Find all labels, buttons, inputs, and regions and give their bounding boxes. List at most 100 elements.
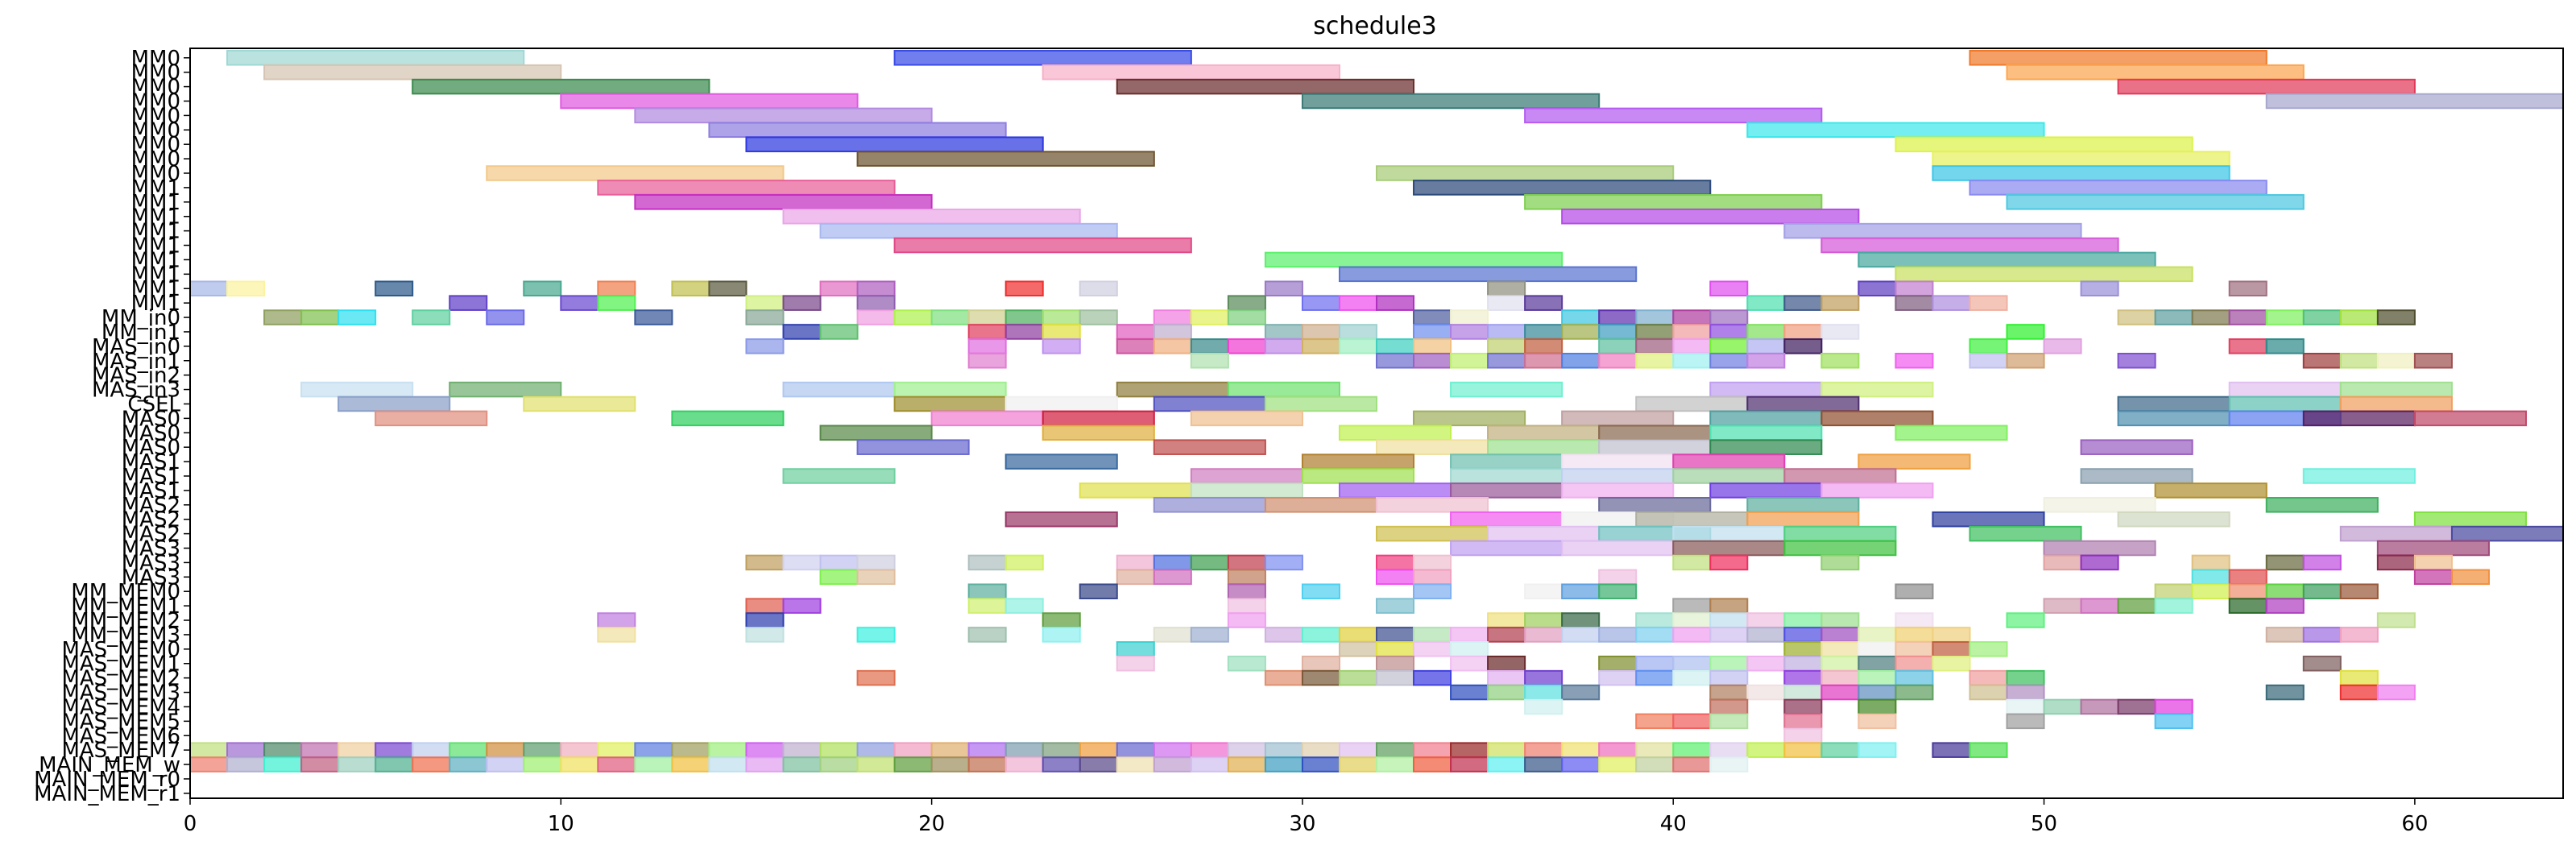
task-bar <box>967 583 1007 599</box>
task-bar <box>1376 439 1489 455</box>
y-tick-label: MAS2 <box>122 508 180 532</box>
task-bar <box>1301 669 1340 686</box>
y-tick-label: MM_in0 <box>101 306 180 330</box>
task-bar <box>1857 251 2156 268</box>
task-bar <box>2080 468 2193 484</box>
task-bar <box>1264 742 1303 758</box>
y-tick-label: MAS_MEM2 <box>61 667 180 691</box>
task-bar <box>1709 554 1749 571</box>
task-bar <box>1264 669 1303 686</box>
task-bar <box>1857 669 1897 686</box>
task-bar <box>1746 511 1860 528</box>
task-bar <box>1598 742 1638 758</box>
y-tick-label: MAS3 <box>122 537 180 561</box>
y-tick-label: MAS_MEM3 <box>61 681 180 706</box>
task-bar <box>1042 309 1081 325</box>
task-bar <box>1004 598 1044 614</box>
task-bar <box>1820 684 1860 701</box>
task-bar <box>1820 237 2119 254</box>
task-bar <box>1376 497 1489 513</box>
task-bar <box>1004 453 1118 470</box>
task-bar <box>1227 655 1266 672</box>
task-bar <box>1783 525 1897 542</box>
task-bar <box>1932 627 1971 643</box>
task-bar <box>1042 324 1081 340</box>
task-bar <box>1042 64 1340 81</box>
task-bar <box>1895 583 1934 599</box>
y-tick-label: MM_MEM3 <box>71 623 180 648</box>
task-bar <box>1413 669 1452 686</box>
task-bar <box>1746 684 1786 701</box>
task-bar <box>1561 756 1601 772</box>
task-bar <box>263 64 562 81</box>
task-bar <box>1524 698 1563 715</box>
task-bar <box>1746 324 1786 340</box>
task-bar <box>486 742 525 758</box>
task-bar <box>967 324 1007 340</box>
task-bar <box>2117 410 2230 427</box>
task-bar <box>2376 309 2416 325</box>
task-bar <box>1672 338 1712 354</box>
task-bar <box>1338 338 1377 354</box>
task-bar <box>300 756 340 772</box>
task-bar <box>1561 482 1675 499</box>
y-tick-label: MM_in1 <box>101 321 180 345</box>
task-bar <box>560 93 859 110</box>
task-bar <box>1598 352 1638 369</box>
task-bar <box>1932 641 1971 657</box>
task-bar <box>1820 554 1860 571</box>
task-bar <box>708 742 748 758</box>
task-bar <box>1042 338 1081 354</box>
task-bar <box>1079 742 1118 758</box>
task-bar <box>634 756 673 772</box>
y-tick-label: MM1 <box>131 176 180 201</box>
task-bar <box>1190 309 1229 325</box>
task-bar <box>2080 554 2119 571</box>
task-bar <box>2302 655 2342 672</box>
task-bar <box>1487 627 1526 643</box>
task-bar <box>1709 410 1823 427</box>
task-bar <box>1004 756 1044 772</box>
task-bar <box>1709 684 1749 701</box>
task-bar <box>782 208 1081 225</box>
task-bar <box>782 468 896 484</box>
task-bar <box>1709 424 1823 441</box>
task-bar <box>2339 684 2379 701</box>
task-bar <box>856 569 896 586</box>
task-bar <box>1413 742 1452 758</box>
task-bar <box>1450 468 1563 484</box>
task-bar <box>1820 482 1934 499</box>
task-bar <box>967 309 1007 325</box>
task-bar <box>1153 627 1192 643</box>
task-bar <box>1450 352 1489 369</box>
task-bar <box>1561 208 1860 225</box>
task-bar <box>1820 655 1860 672</box>
y-tick-label: MAS_MEM5 <box>61 710 180 734</box>
task-bar <box>708 756 748 772</box>
task-bar <box>1413 641 1452 657</box>
task-bar <box>300 742 340 758</box>
task-bar <box>1857 453 1971 470</box>
task-bar <box>1487 352 1526 369</box>
task-bar <box>819 222 1118 239</box>
task-bar <box>1969 295 2008 311</box>
task-bar <box>1635 742 1675 758</box>
task-bar <box>263 756 303 772</box>
task-bar <box>1487 612 1526 628</box>
task-bar <box>856 439 970 455</box>
y-axis: MM0MM0MM0MM0MM0MM0MM0MM0MM0MM1MM1MM1MM1M… <box>34 47 190 806</box>
task-bar <box>2376 612 2416 628</box>
task-bar <box>930 309 970 325</box>
task-bar <box>1338 627 1377 643</box>
task-bar <box>1301 295 1340 311</box>
y-tick-label: MM1 <box>131 292 180 316</box>
task-bar <box>782 324 822 340</box>
task-bar <box>1413 583 1452 599</box>
task-bar <box>2117 598 2156 614</box>
task-bar <box>1709 655 1749 672</box>
task-bar <box>1709 352 1749 369</box>
task-bar <box>1672 669 1712 686</box>
task-bar <box>2043 338 2082 354</box>
task-bar <box>1264 338 1303 354</box>
task-bar <box>1153 439 1266 455</box>
